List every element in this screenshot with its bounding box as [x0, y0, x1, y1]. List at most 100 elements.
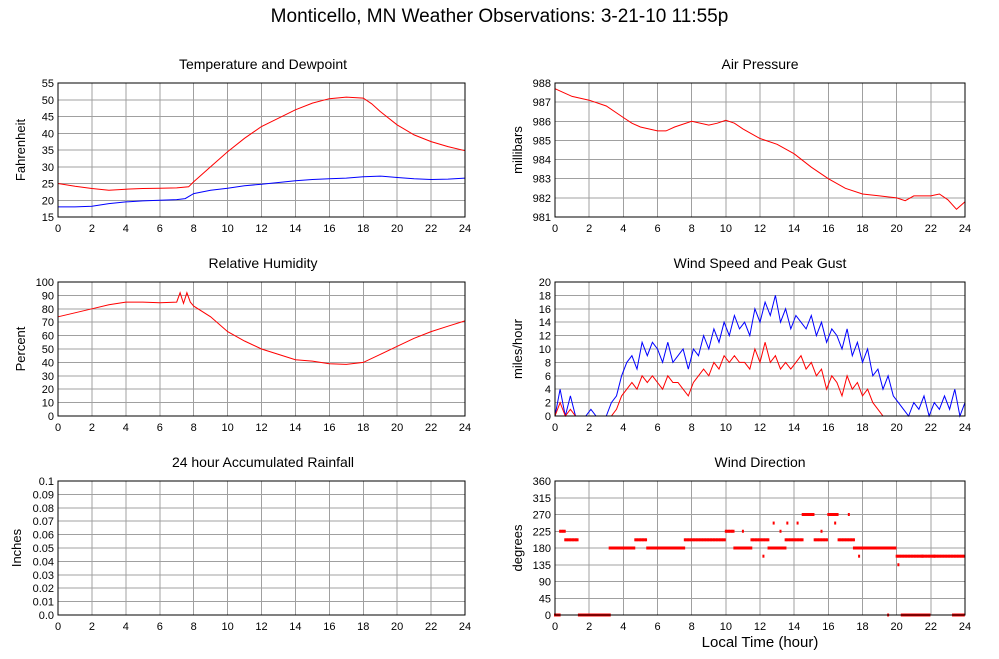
- scatter-point: [885, 546, 888, 550]
- y-tick-label: 315: [533, 493, 551, 505]
- x-tick-label: 22: [425, 621, 437, 633]
- scatter-point: [613, 546, 616, 550]
- scatter-point: [709, 538, 712, 542]
- scatter-point: [744, 546, 747, 550]
- scatter-point: [892, 546, 895, 550]
- plot-frame: [57, 82, 466, 218]
- y-tick-label: 18: [539, 290, 551, 302]
- scatter-point: [685, 538, 688, 542]
- scatter-point: [765, 538, 768, 542]
- scatter-point: [714, 538, 717, 542]
- x-tick-label: 14: [788, 223, 800, 235]
- scatter-point: [722, 538, 725, 542]
- scatter-point: [655, 546, 658, 550]
- scatter-point: [847, 513, 850, 516]
- scatter-point: [839, 538, 842, 542]
- scatter-point: [775, 546, 778, 550]
- scatter-point: [886, 546, 889, 550]
- y-tick-label: 987: [533, 97, 551, 109]
- scatter-point: [924, 554, 927, 558]
- scatter-point: [559, 529, 562, 533]
- scatter-point: [907, 554, 910, 558]
- chart-title-pressure: Air Pressure: [721, 56, 799, 72]
- scatter-point: [645, 538, 648, 542]
- scatter-point: [700, 538, 703, 542]
- scatter-point: [573, 538, 576, 542]
- x-tick-label: 6: [157, 621, 163, 633]
- scatter-point: [840, 538, 843, 542]
- scatter-point: [647, 546, 650, 550]
- chart-rain: 0 2 4 6 8 10 12 14 16 18 20 22 240.00.010.020.030.04…: [9, 476, 471, 633]
- scatter-point: [724, 529, 727, 533]
- scatter-point: [772, 521, 775, 525]
- scatter-point: [926, 554, 929, 558]
- scatter-point: [633, 546, 636, 550]
- scatter-point: [720, 538, 723, 542]
- scatter-point: [835, 513, 838, 516]
- series-line: [554, 88, 966, 211]
- y-tick-label: 0.09: [33, 489, 54, 501]
- scatter-point: [921, 554, 924, 558]
- scatter-point: [843, 538, 846, 542]
- scatter-point: [933, 554, 936, 558]
- x-tick-label: 18: [357, 621, 369, 633]
- scatter-point: [827, 513, 830, 516]
- scatter-point: [815, 538, 818, 542]
- x-tick-label: 2: [586, 621, 592, 633]
- scatter-point: [610, 546, 613, 550]
- scatter-point: [781, 546, 784, 550]
- scatter-point: [675, 546, 678, 550]
- scatter-point: [758, 538, 761, 542]
- scatter-point: [857, 546, 860, 550]
- y-tick-label: 985: [533, 135, 551, 147]
- scatter-point: [918, 554, 921, 558]
- scatter-point: [667, 546, 670, 550]
- scatter-point: [854, 546, 857, 550]
- scatter-point: [828, 513, 831, 516]
- chart-title-temperature: Temperature and Dewpoint: [178, 56, 348, 72]
- x-tick-label: 20: [891, 223, 903, 235]
- scatter-point: [762, 538, 765, 542]
- scatter-point: [877, 546, 880, 550]
- scatter-point: [723, 538, 726, 542]
- x-tick-label: 20: [891, 422, 903, 434]
- scatter-point: [819, 538, 822, 542]
- scatter-point: [915, 554, 918, 558]
- scatter-point: [923, 554, 926, 558]
- scatter-point: [767, 538, 770, 542]
- scatter-point: [900, 554, 903, 558]
- scatter-point: [888, 546, 891, 550]
- scatter-point: [641, 538, 644, 542]
- x-tick-label: 20: [391, 223, 403, 235]
- x-tick-label: 22: [925, 621, 937, 633]
- y-tick-label: 50: [42, 344, 54, 356]
- scatter-point: [753, 538, 756, 542]
- y-tick-label: 20: [539, 277, 551, 289]
- scatter-point: [810, 513, 813, 516]
- scatter-point: [807, 513, 810, 516]
- scatter-point: [670, 546, 673, 550]
- x-tick-label: 4: [620, 422, 626, 434]
- y-axis-label: miles/hour: [510, 318, 525, 379]
- scatter-point: [869, 546, 872, 550]
- y-tick-label: 40: [42, 128, 54, 140]
- x-tick-label: 12: [255, 621, 267, 633]
- x-tick-label: 2: [586, 223, 592, 235]
- series-line: [57, 291, 466, 365]
- scatter-point: [689, 538, 692, 542]
- scatter-point: [631, 546, 634, 550]
- scatter-point: [762, 554, 765, 558]
- y-tick-label: 50: [42, 95, 54, 107]
- y-tick-label: 14: [539, 317, 551, 329]
- plot-frame: [554, 480, 966, 616]
- scatter-point: [750, 546, 753, 550]
- y-tick-label: 0.01: [33, 597, 54, 609]
- y-tick-label: 270: [533, 510, 551, 522]
- y-tick-label: 988: [533, 78, 551, 90]
- y-tick-label: 0.0: [39, 610, 54, 622]
- scatter-point: [809, 513, 812, 516]
- scatter-point: [625, 546, 628, 550]
- chart-title-wind-direction: Wind Direction: [714, 454, 806, 470]
- scatter-point: [963, 554, 966, 558]
- scatter-point: [833, 513, 836, 516]
